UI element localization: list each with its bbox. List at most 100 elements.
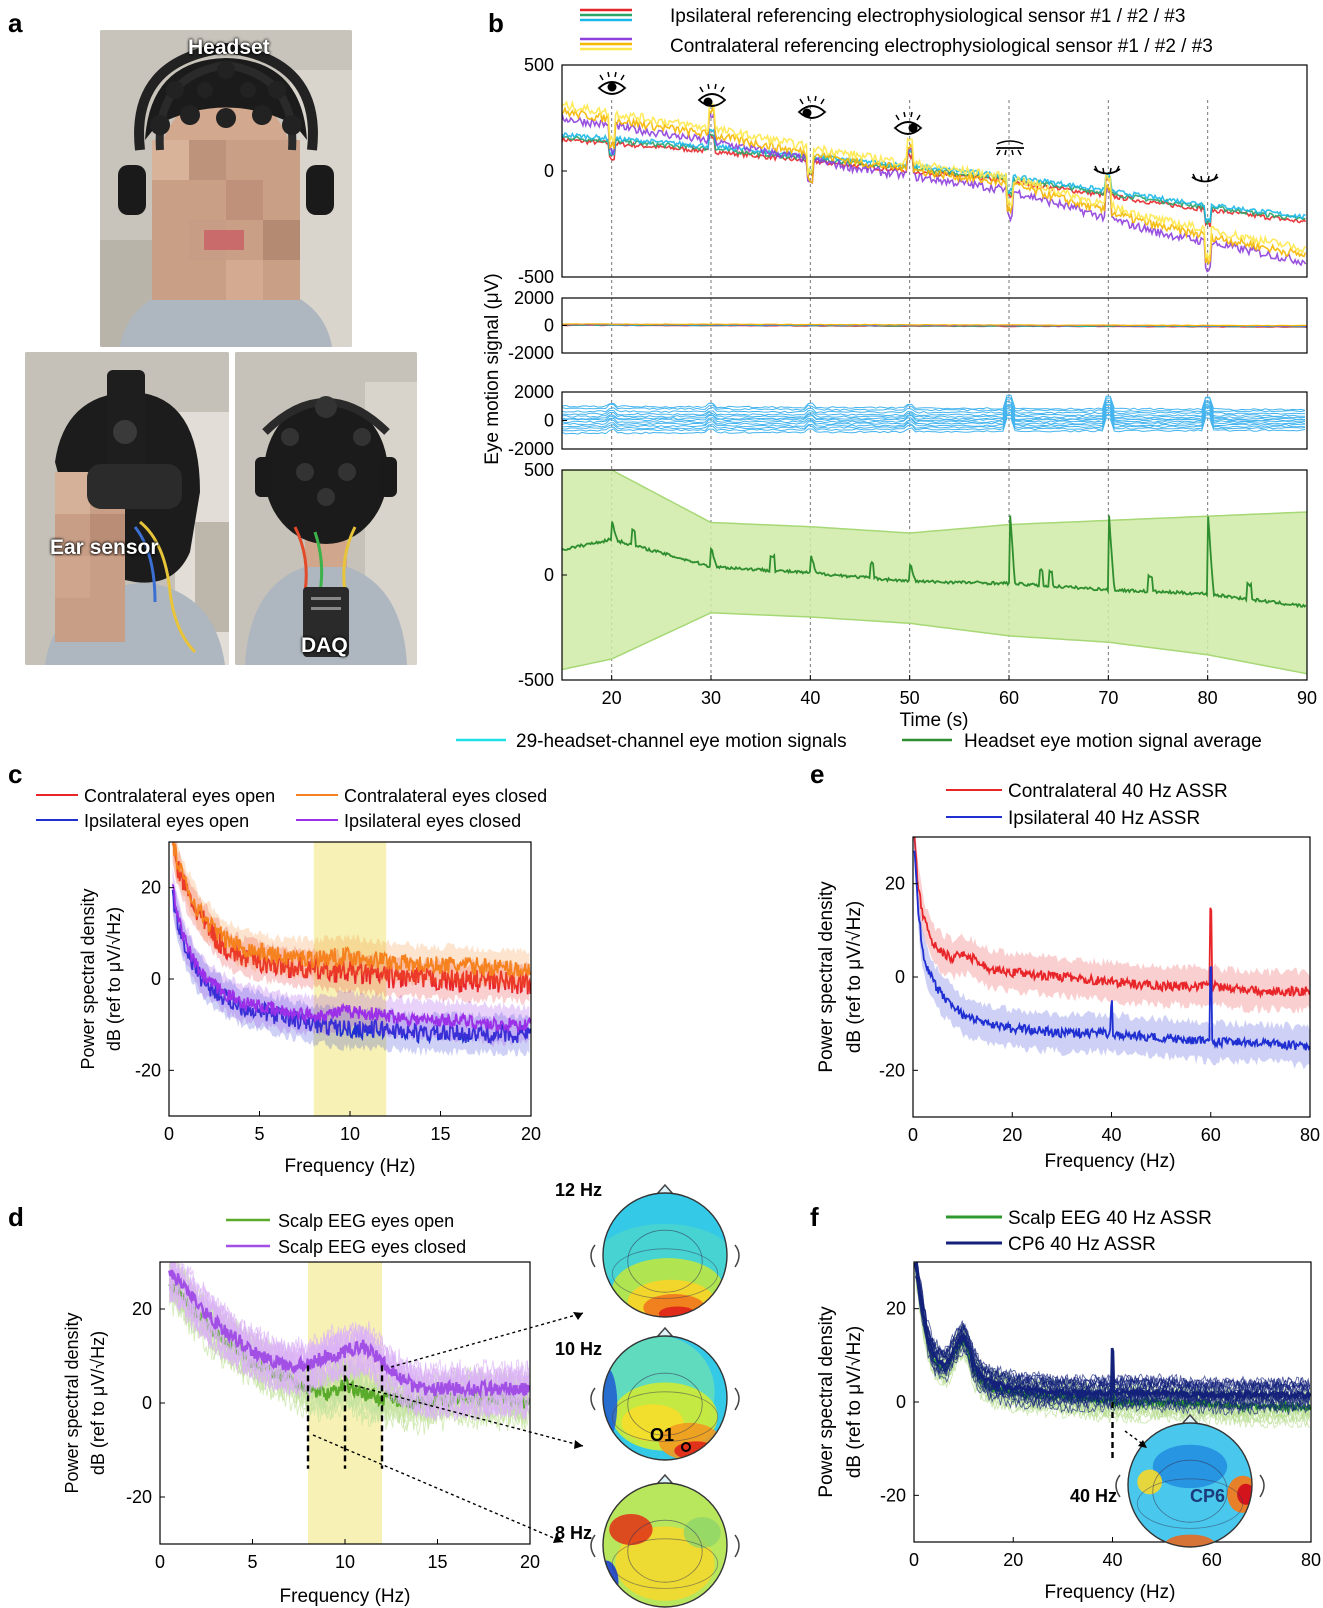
topomap-10hz [590, 1326, 740, 1461]
panel-c-y-axis-label-1: Power spectral density [78, 888, 98, 1069]
panel-b-xtick-label-90: 90 [1297, 688, 1317, 708]
eye-left-icon [697, 83, 727, 107]
b3-channel-3 [562, 400, 1305, 418]
panel-b-xtick-label-20: 20 [602, 688, 622, 708]
panel-d-ytick-label-20: 20 [132, 1299, 152, 1319]
panel-f-data [914, 1262, 1311, 1429]
panel-f-xtick-label-20: 20 [1003, 1550, 1023, 1570]
topo10-nose [656, 1326, 674, 1338]
event-lines [611, 100, 1209, 680]
topo40-region-2 [1137, 1469, 1163, 1495]
panel-e-xtick-label-80: 80 [1300, 1125, 1320, 1145]
panel-b-xtick-label-40: 40 [800, 688, 820, 708]
b4-ytick-label-500: 500 [524, 460, 554, 480]
topo40-ears [1115, 1474, 1265, 1498]
label-headset: Headset [188, 36, 270, 59]
subplot-b1-data [562, 99, 1307, 273]
topo40-outline [1127, 1422, 1253, 1548]
arrowhead-12hz [573, 1312, 583, 1320]
legend-b-contra-label: Contralateral referencing electrophysiol… [670, 36, 1213, 57]
f-series-1 [914, 1262, 1311, 1403]
panel-e-xtick-label-0: 0 [908, 1125, 918, 1145]
b4-ytick-label--500: -500 [518, 670, 554, 690]
panel-f-x-axis-label: Frequency (Hz) [1045, 1582, 1176, 1603]
topo-label-10hz: 10 Hz [555, 1339, 602, 1359]
legend-c-ipsi-open-label: Ipsilateral eyes open [84, 811, 249, 831]
eye-right-icon [797, 95, 827, 119]
b3-channel-10 [562, 412, 1306, 430]
panel-letter-a: a [8, 8, 23, 38]
panel-b-xtick-label-50: 50 [900, 688, 920, 708]
panel-d-x-axis-label: Frequency (Hz) [280, 1586, 411, 1607]
b3-channel-7 [562, 407, 1306, 424]
b2-series-4 [562, 323, 1307, 327]
b4-band-upper [562, 470, 1307, 534]
topo10-outline [602, 1335, 728, 1461]
panel-letter-d: d [8, 1202, 24, 1232]
topo12-contour-1 [627, 1229, 703, 1293]
legend-c-ipsi-closed-label: Ipsilateral eyes closed [344, 811, 521, 831]
panel-b-y-axis-label: Eye motion signal (μV) [482, 273, 503, 465]
topo10-region-4 [674, 1441, 718, 1460]
panel-f-ytick-label-20: 20 [886, 1299, 906, 1319]
panel-c-ytick-label--20: -20 [135, 1060, 161, 1080]
eye-closed-icon [996, 140, 1024, 156]
panel-e-data [913, 837, 1310, 1070]
b3-channel-8 [562, 409, 1306, 426]
panel-c-x-axis-label: Frequency (Hz) [285, 1156, 416, 1177]
legend-d-closed-label: Scalp EEG eyes closed [278, 1237, 466, 1257]
arrowhead-10hz [574, 1440, 583, 1449]
c-series-band-3 [172, 866, 530, 1048]
topo8-region-1 [615, 1526, 715, 1601]
b4-std-band [562, 470, 1307, 674]
arrowhead-8hz [553, 1535, 563, 1543]
panel-c-xtick-label-10: 10 [340, 1124, 360, 1144]
panel-e-y-axis-label-1: Power spectral density [816, 881, 837, 1073]
topo10-region-5 [603, 1367, 618, 1442]
legend-f: Scalp EEG 40 Hz ASSR CP6 40 Hz ASSR [946, 1208, 1212, 1255]
b2-ytick-label--2000: -2000 [508, 343, 554, 363]
panel-d-ytick-label-0: 0 [142, 1393, 152, 1413]
c-series-2 [171, 889, 531, 1046]
panel-c-xtick-label-0: 0 [164, 1124, 174, 1144]
topomap-8hz [590, 1473, 740, 1608]
legend-b-bottom: 29-headset-channel eye motion signals He… [456, 731, 1262, 752]
b2-ytick-label-0: 0 [544, 316, 554, 336]
photo-side-illustration [25, 352, 229, 665]
panel-d-y-axis-label-1: Power spectral density [62, 1312, 82, 1493]
b1-ytick-label--500: -500 [518, 267, 554, 287]
b4-band-lower [562, 612, 1307, 675]
topo8-outline [602, 1482, 728, 1608]
panel-b-xtick-label-70: 70 [1098, 688, 1118, 708]
photo-front-illustration [100, 30, 352, 347]
e-series-band-1 [914, 837, 1310, 1070]
panel-c-xtick-label-15: 15 [430, 1124, 450, 1144]
topo40-nose [1181, 1413, 1199, 1425]
photo-ear-sensor-side: Ear sensor [25, 352, 229, 665]
panel-e-ytick-label-0: 0 [895, 967, 905, 987]
panel-b-xtick-label-30: 30 [701, 688, 721, 708]
panel-c-xtick-label-5: 5 [254, 1124, 264, 1144]
d-subject-line-1-14 [168, 1283, 530, 1422]
panel-f-y-axis-label-1: Power spectral density [816, 1306, 837, 1498]
panel-e-x-axis-label: Frequency (Hz) [1045, 1151, 1176, 1172]
panel-e-ytick-label-20: 20 [885, 874, 905, 894]
panel-c-data [171, 842, 531, 1057]
panel-b-eye-motion: 20 30 40 50 60 70 80 90-5000500-200002000-20000… [482, 55, 1317, 731]
photo-headset-front: Headset [100, 30, 352, 347]
panel-d-frequency-markers [306, 1365, 384, 1469]
legend-e-ipsi-label: Ipsilateral 40 Hz ASSR [1008, 808, 1200, 829]
legend-d-open-label: Scalp EEG eyes open [278, 1211, 454, 1231]
b4-average-line [562, 515, 1307, 609]
photo-daq-back: DAQ [235, 352, 417, 665]
panel-e-y-axis-label-2: dB (ref to μV/√Hz) [844, 901, 865, 1053]
topo-label-12hz: 12 Hz [555, 1180, 602, 1200]
panel-d-xtick-label-10: 10 [335, 1552, 355, 1572]
c-series-3 [171, 883, 531, 1035]
b3-channel-2 [562, 398, 1305, 415]
panel-d-xtick-label-20: 20 [520, 1552, 540, 1572]
b1-series-ipsi-3 [562, 127, 1306, 224]
legend-e-contra-label: Contralateral 40 Hz ASSR [1008, 781, 1228, 802]
panel-c-y-axis-label-2: dB (ref to μV/√Hz) [104, 907, 124, 1051]
